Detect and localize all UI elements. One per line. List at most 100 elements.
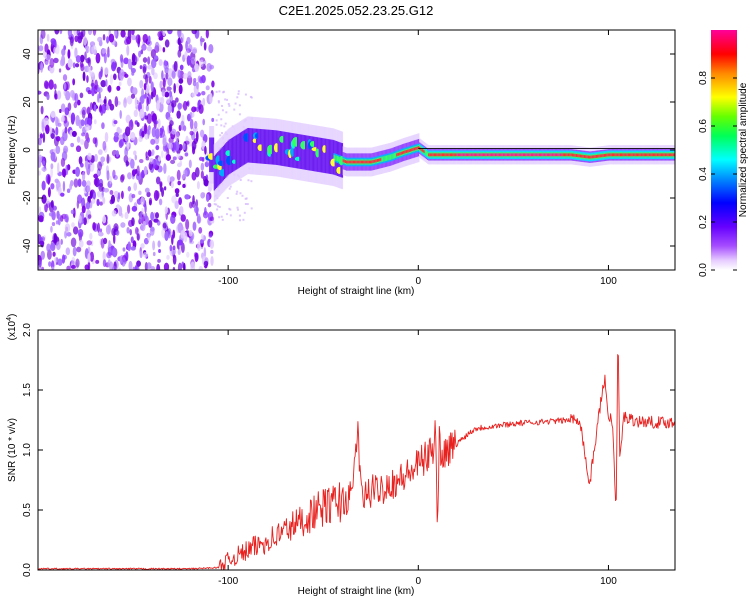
signal-core (374, 159, 377, 163)
noise-cell (182, 183, 186, 189)
noise-cell (134, 226, 139, 235)
noise-cell (217, 101, 220, 104)
noise-cell (166, 125, 170, 135)
noise-cell (92, 137, 97, 145)
noise-cell (136, 122, 140, 127)
noise-cell (146, 113, 153, 125)
signal-core (508, 153, 510, 157)
noise-cell (87, 30, 93, 36)
noise-cell (40, 62, 44, 73)
signal-core (673, 153, 675, 157)
noise-cell (100, 156, 106, 163)
signal-core (579, 154, 582, 158)
noise-cell (166, 254, 170, 260)
signal-core (651, 153, 654, 157)
noise-cell (203, 41, 207, 51)
signal-core (624, 153, 627, 157)
signal-core (519, 153, 522, 157)
noise-cell (229, 214, 232, 217)
signal-core (544, 153, 547, 157)
noise-cell (106, 170, 110, 181)
noise-cell (209, 93, 213, 104)
signal-band (323, 138, 325, 173)
noise-cell (177, 239, 183, 246)
noise-cell (147, 149, 152, 157)
colorbar: 0.0 0.2 0.4 0.6 0.8 Normalized spectral ampl… (698, 30, 749, 277)
noise-cell (144, 212, 148, 220)
noise-cell (178, 84, 183, 95)
noise-cell (194, 206, 199, 214)
noise-cell (200, 35, 203, 47)
noise-cell (159, 80, 163, 89)
noise-cell (99, 201, 103, 206)
noise-cell (188, 159, 192, 169)
noise-cell (150, 91, 154, 100)
noise-cell (71, 222, 75, 228)
signal-core (541, 153, 543, 157)
noise-cell (60, 157, 66, 168)
signal-core (598, 154, 600, 158)
signal-core (445, 153, 447, 157)
signal-core (380, 158, 382, 162)
noise-cell (234, 102, 237, 105)
signal-core (577, 154, 580, 158)
signal-core (428, 153, 430, 157)
noise-cell (194, 106, 197, 112)
signal-core (484, 153, 486, 157)
noise-cell (65, 90, 71, 101)
signal-band (308, 135, 310, 171)
noise-cell (75, 145, 82, 153)
noise-cell (157, 240, 161, 248)
signal-core (354, 160, 356, 164)
noise-cell (159, 181, 163, 188)
signal-band (325, 138, 328, 174)
noise-cell (176, 82, 179, 89)
noise-cell (133, 182, 138, 191)
noise-cell (65, 164, 69, 176)
noise-cell (38, 259, 42, 268)
noise-cell (143, 83, 147, 91)
signal-core (532, 153, 534, 157)
noise-cell (138, 50, 142, 58)
noise-cell (127, 172, 132, 180)
signal-core (664, 153, 666, 157)
noise-cell (140, 243, 145, 249)
noise-cell (146, 64, 153, 70)
noise-cell (87, 152, 92, 161)
signal-core (668, 153, 671, 157)
signal-core (501, 153, 503, 157)
signal-core (446, 153, 449, 157)
noise-cell (73, 178, 79, 188)
signal-core (659, 153, 662, 157)
signal-band (304, 135, 307, 170)
noise-cell (113, 30, 117, 37)
signal-core (584, 155, 587, 159)
noise-cell (57, 162, 60, 174)
signal-core (543, 153, 546, 157)
signal-core (357, 160, 360, 164)
noise-cell (157, 31, 163, 38)
noise-cell (196, 213, 201, 224)
noise-cell (59, 136, 65, 146)
spectrogram-axes: -100 0 100 40 20 0 -20 -40 (22, 30, 675, 287)
noise-cell (177, 262, 182, 270)
noise-cell (151, 67, 155, 76)
signal-core (642, 153, 645, 157)
signal-core (449, 153, 452, 157)
noise-cell (221, 109, 224, 112)
noise-cell (182, 169, 188, 177)
noise-cell (156, 220, 161, 226)
signal-core (549, 153, 551, 157)
signal-band (251, 128, 253, 163)
noise-cell (66, 232, 72, 237)
signal-spot (252, 138, 257, 144)
noise-cell (136, 260, 141, 267)
x-tick-label: 100 (600, 576, 617, 587)
snr-ylabel: SNR (10 * v/v) (7, 418, 18, 482)
signal-spot (254, 133, 260, 139)
signal-core (363, 160, 365, 164)
noise-cell (75, 258, 80, 268)
noise-cell (124, 126, 131, 137)
noise-cell (244, 203, 247, 206)
noise-cell (77, 228, 84, 238)
